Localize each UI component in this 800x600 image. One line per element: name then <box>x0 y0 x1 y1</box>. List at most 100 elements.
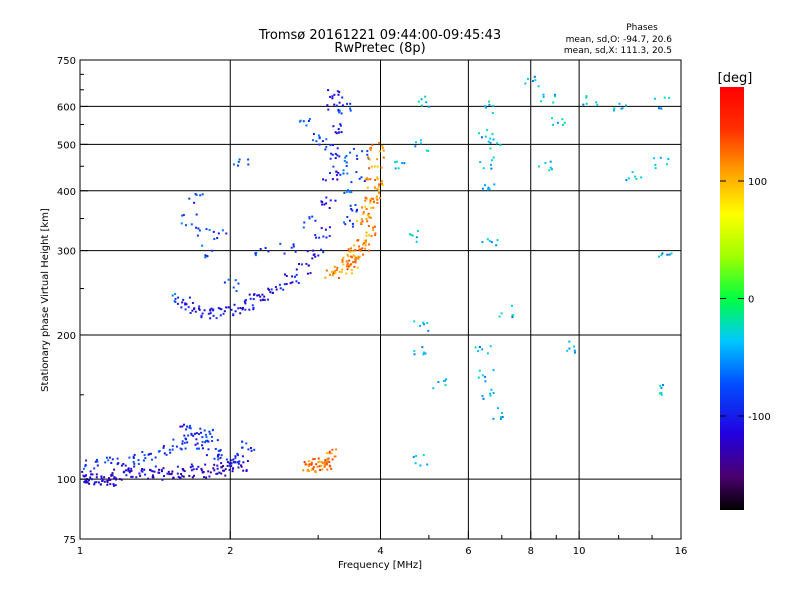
data-point <box>346 172 349 175</box>
data-point <box>368 158 371 161</box>
data-point <box>659 107 662 110</box>
data-point <box>417 230 419 232</box>
stats-line-o-mode: mean, sd,O: -94.7, 20.6 <box>566 35 673 45</box>
data-point <box>486 188 489 191</box>
data-point <box>667 158 670 160</box>
data-point <box>246 460 249 462</box>
data-point <box>163 452 166 455</box>
data-point <box>365 217 368 220</box>
data-point <box>328 226 331 229</box>
data-point <box>322 251 325 254</box>
data-point <box>195 432 198 435</box>
data-point <box>220 454 223 457</box>
data-point <box>427 105 430 108</box>
data-point <box>218 449 221 452</box>
data-point <box>170 473 173 476</box>
data-point <box>394 161 397 164</box>
data-point <box>345 165 348 167</box>
data-point <box>381 147 384 150</box>
data-point <box>193 201 196 204</box>
data-point <box>216 455 219 458</box>
data-point <box>302 120 305 123</box>
data-point <box>374 234 377 237</box>
data-point <box>237 454 239 457</box>
data-point <box>99 483 102 486</box>
data-point <box>176 302 179 305</box>
data-point <box>369 206 372 209</box>
data-point <box>306 272 309 275</box>
data-point <box>216 439 219 442</box>
data-point <box>582 103 585 106</box>
x-tick-label: 2 <box>227 546 233 557</box>
data-point <box>357 255 360 258</box>
data-point <box>512 314 515 317</box>
data-point <box>284 273 286 276</box>
data-point <box>376 176 379 179</box>
data-point <box>307 470 310 472</box>
data-point <box>236 452 239 455</box>
data-point <box>331 178 334 181</box>
data-point <box>128 456 131 459</box>
data-point <box>143 454 146 457</box>
data-point <box>175 445 178 448</box>
data-point <box>114 484 117 487</box>
data-point <box>220 472 223 475</box>
data-point <box>421 346 424 349</box>
data-point <box>481 374 484 377</box>
data-point <box>183 470 186 473</box>
y-tick-label: 75 <box>63 535 76 546</box>
data-point <box>326 104 329 107</box>
data-point <box>307 460 310 462</box>
data-point <box>217 307 220 310</box>
data-point <box>234 455 237 458</box>
data-point <box>331 97 334 100</box>
data-point <box>334 269 337 272</box>
data-point <box>371 143 374 146</box>
data-point <box>358 255 361 258</box>
data-point <box>165 453 168 456</box>
data-point <box>414 462 417 465</box>
data-point <box>360 221 363 224</box>
data-point <box>542 93 545 96</box>
data-point <box>364 199 367 202</box>
data-point <box>324 148 327 151</box>
data-point <box>180 448 183 451</box>
data-point <box>232 286 235 289</box>
data-point <box>444 384 447 387</box>
colorbar-tick-label: 100 <box>748 177 767 188</box>
data-point <box>179 477 182 480</box>
data-point <box>537 85 540 88</box>
data-point <box>367 212 370 215</box>
data-point <box>103 480 106 483</box>
data-point <box>133 453 136 456</box>
data-point <box>183 434 186 437</box>
data-point <box>263 298 266 301</box>
data-point <box>484 184 486 187</box>
data-point <box>181 301 184 304</box>
data-point <box>216 472 219 475</box>
data-point <box>184 303 187 306</box>
data-point <box>492 138 495 141</box>
data-point <box>204 433 207 436</box>
data-point <box>376 158 378 161</box>
data-point <box>335 170 338 173</box>
data-point <box>327 459 330 462</box>
data-point <box>306 250 309 253</box>
data-point <box>338 155 341 158</box>
data-point <box>171 470 174 473</box>
data-point <box>336 147 339 150</box>
data-point <box>367 178 370 181</box>
data-point <box>376 202 379 204</box>
data-point <box>329 172 331 174</box>
data-point <box>204 254 207 257</box>
data-point <box>373 200 375 203</box>
data-point <box>208 475 211 478</box>
data-point <box>257 294 260 297</box>
data-point <box>352 225 354 228</box>
data-point <box>115 478 117 481</box>
data-point <box>275 288 278 291</box>
data-point <box>625 179 628 182</box>
data-point <box>366 220 369 223</box>
data-point <box>481 395 484 397</box>
data-point <box>345 272 348 275</box>
